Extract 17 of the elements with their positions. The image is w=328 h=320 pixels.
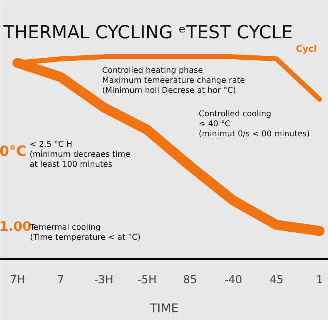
chart-title: THERMAL CYCLING ᵉTEST CYCLE — [2, 22, 294, 44]
x-tick-label: 45 — [270, 274, 284, 286]
x-tick-label: 7H — [10, 274, 26, 286]
x-tick-label: -3H — [94, 274, 114, 286]
x-tick-label: 1 — [316, 274, 324, 286]
annotation: < 2.5 °C H (minimum decreaes time at least 100 minutes — [30, 140, 131, 169]
x-tick-label: 7 — [57, 274, 64, 286]
annotation: 0°C — [0, 144, 27, 160]
x-tick-label: -40 — [224, 274, 243, 286]
annotation: Temermal cooling (Time temperature < at °C) — [29, 223, 141, 242]
x-tick-label: -5H — [138, 274, 157, 286]
annotation: Controlled cooling ≤ 40 °C (minimut 0/s < 00 minutes) — [199, 110, 310, 138]
x-axis-title: TIME — [149, 302, 179, 316]
x-tick-label: 85 — [183, 274, 198, 286]
annotation: 1.00 — [0, 220, 32, 236]
text: Cycl — [296, 44, 318, 55]
annotation: Controlled heating phase Maximum temeerature change rate (Minimum holl Decrese at hor °C) — [102, 66, 246, 95]
